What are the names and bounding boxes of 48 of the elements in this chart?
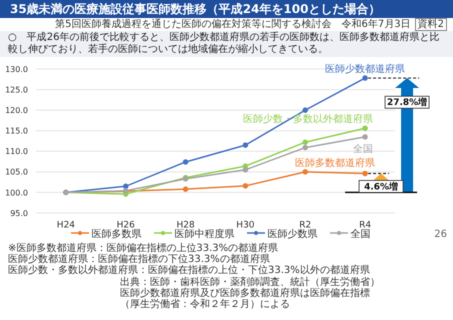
- point: [362, 170, 368, 176]
- x-tick-label: R2: [299, 220, 312, 230]
- text: 医師少数都道府県及び医師多数都道府県は医師偏在指標: [120, 288, 371, 299]
- legend-label: 医師中程度県: [174, 229, 234, 240]
- x-tick-label: H30: [236, 220, 255, 230]
- x-tick-label: H26: [116, 220, 136, 230]
- x-tick-label: R4: [359, 220, 372, 230]
- point: [182, 159, 188, 165]
- annotation: 医師少数・多数以外都道府県: [243, 113, 374, 126]
- text: 26: [434, 229, 447, 241]
- y-tick-label: 125.0: [5, 85, 28, 94]
- annotation: 医師少数都道府県: [325, 63, 406, 76]
- chart-title: 35歳未満の医療施設従事医師数推移（平成24年を100とした場合）: [0, 0, 453, 18]
- y-tick-label: 115.0: [5, 126, 28, 136]
- y-tick-label: 105.0: [5, 168, 28, 177]
- point: [242, 142, 248, 148]
- text: （厚生労働省：令和２年２月）による: [120, 299, 291, 310]
- point: [362, 125, 368, 131]
- text: 資料2: [414, 18, 447, 31]
- annotation: 全国: [353, 142, 374, 155]
- source-note: 出典：医師・歯科医師・薬剤師調査、統計（厚生労働省）: [120, 277, 381, 288]
- text: 医師少数都道府県：医師偏在指標の下位33.3%の都道府県: [8, 254, 271, 265]
- annotation: 4.6%増: [364, 180, 398, 192]
- point: [302, 107, 308, 113]
- y-tick-label: 95.0: [10, 208, 28, 218]
- point: [242, 167, 248, 173]
- point: [242, 183, 248, 189]
- y-tick-label: 120.0: [5, 106, 28, 115]
- point: [302, 169, 308, 175]
- x-tick-label: H24: [56, 220, 76, 230]
- y-tick-label: 100.0: [5, 188, 28, 198]
- annotation: 医師多数都道府県: [295, 156, 376, 169]
- text: ※医師多数都道府県：医師偏在指標の上位33.3%の都道府県: [8, 243, 280, 254]
- text: 医師少数・多数以外都道府県：医師偏在指標の上位・下位33.3%以外の都道府県: [8, 265, 371, 276]
- point: [182, 186, 188, 192]
- text: 第5回医師養成過程を通じた医師の偏在対策等に関する検討会 令和6年7月3日: [55, 19, 411, 30]
- point: [362, 75, 368, 81]
- chart-subtitle: ○ 平成26年の前後で比較すると、医師少数都道府県の若手の医師数は、医師多数都道府県と比較し伸びており、若手の医師については地域偏在が縮小してきている。: [0, 31, 453, 57]
- legend-label: 全国: [350, 229, 370, 240]
- point: [302, 139, 308, 145]
- annotation: 27.8%増: [386, 96, 428, 108]
- legend-label: 医師少数県: [266, 229, 318, 240]
- y-tick-label: 130.0: [5, 64, 28, 74]
- point: [302, 144, 308, 150]
- x-tick-label: H28: [176, 220, 195, 230]
- legend-label: 医師多数県: [90, 229, 142, 240]
- point: [362, 134, 368, 140]
- y-tick-label: 110.0: [5, 147, 28, 156]
